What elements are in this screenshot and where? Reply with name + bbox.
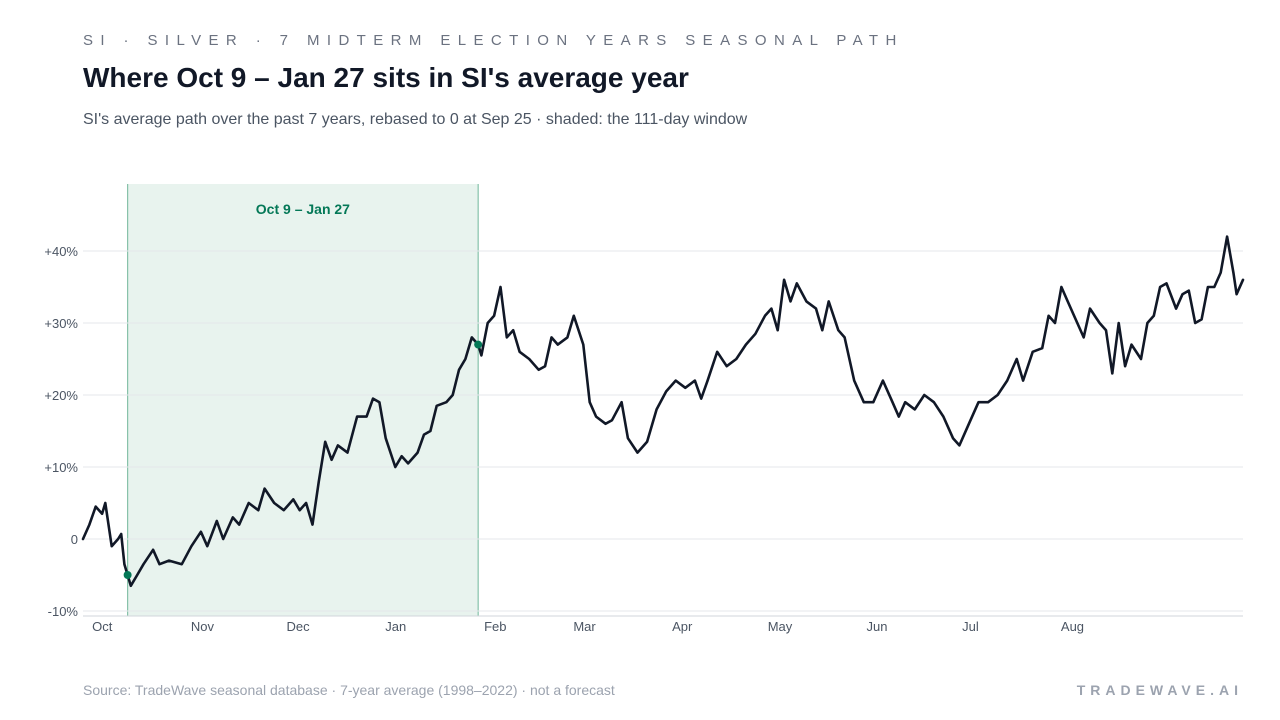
y-tick-label: +40%	[44, 244, 78, 259]
x-tick-label: Feb	[484, 619, 506, 634]
series-line	[81, 235, 1245, 588]
x-tick-label: Oct	[92, 619, 113, 634]
x-tick-label: Aug	[1061, 619, 1084, 634]
y-tick-label: +20%	[44, 388, 78, 403]
x-tick-label: Apr	[672, 619, 693, 634]
x-tick-label: Jan	[385, 619, 406, 634]
y-tick-label: +30%	[44, 316, 78, 331]
y-tick-label: -10%	[48, 604, 79, 619]
x-tick-label: Mar	[573, 619, 596, 634]
y-tick-label: 0	[71, 532, 78, 547]
brand-logo: TRADEWAVE.AI	[1076, 682, 1243, 698]
window-marker	[123, 571, 132, 579]
chart-title: Where Oct 9 – Jan 27 sits in SI's averag…	[83, 62, 689, 93]
shaded-window	[127, 184, 479, 616]
x-tick-label: Jun	[867, 619, 888, 634]
y-tick-label: +10%	[44, 460, 78, 475]
x-tick-label: Jul	[962, 619, 979, 634]
x-tick-label: Nov	[191, 619, 215, 634]
x-tick-label: May	[768, 619, 793, 634]
chart-subtitle: SI's average path over the past 7 years,…	[83, 111, 748, 128]
chart-kicker: SI · SILVER · 7 MIDTERM ELECTION YEARS S…	[83, 32, 904, 49]
shaded-window-label: Oct 9 – Jan 27	[256, 201, 350, 217]
window-marker	[474, 340, 483, 349]
x-tick-label: Dec	[287, 619, 311, 634]
source-note: Source: TradeWave seasonal database · 7-…	[83, 682, 615, 698]
